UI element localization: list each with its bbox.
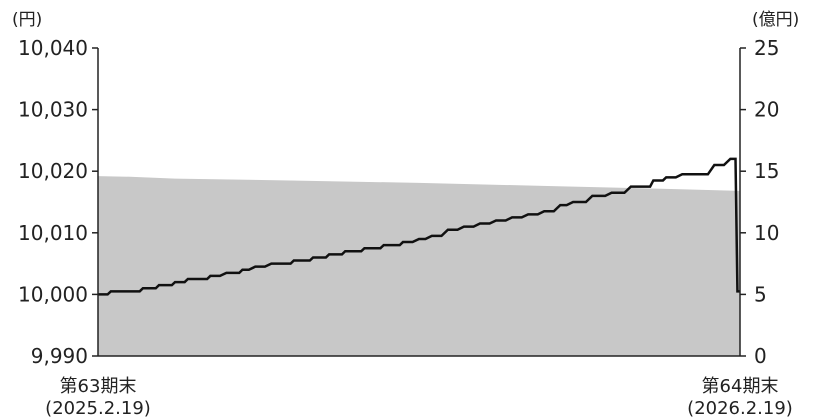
x-label-start-line1: 第63期末 [60,376,137,397]
right-axis-ticks: 0 5 10 15 20 25 [740,36,779,368]
left-tick-label: 10,020 [18,159,88,183]
right-tick-label: 20 [754,98,779,122]
left-tick-label: 10,040 [18,36,88,60]
left-tick-label: 10,030 [18,98,88,122]
axes [97,48,741,357]
price-line [98,157,740,296]
right-tick-label: 25 [754,36,779,60]
net-assets-area [98,176,740,356]
left-tick-label: 9,990 [31,344,88,368]
left-tick-label: 10,010 [18,221,88,245]
x-label-end-line1: 第64期末 [702,376,779,397]
left-tick-label: 10,000 [18,282,88,306]
right-tick-label: 5 [754,282,767,306]
net-assets-area-layer [98,176,740,356]
price-line-layer [98,157,740,296]
x-label-start-line2: (2025.2.19) [45,398,151,417]
left-axis-unit: (円) [12,10,42,30]
right-axis-unit: (億円) [752,10,799,30]
right-tick-label: 10 [754,221,779,245]
right-tick-label: 15 [754,159,779,183]
x-label-end-line2: (2026.2.19) [687,398,793,417]
left-axis-ticks: 9,990 10,000 10,010 10,020 10,030 10,040 [18,36,98,368]
right-tick-label: 0 [754,344,767,368]
